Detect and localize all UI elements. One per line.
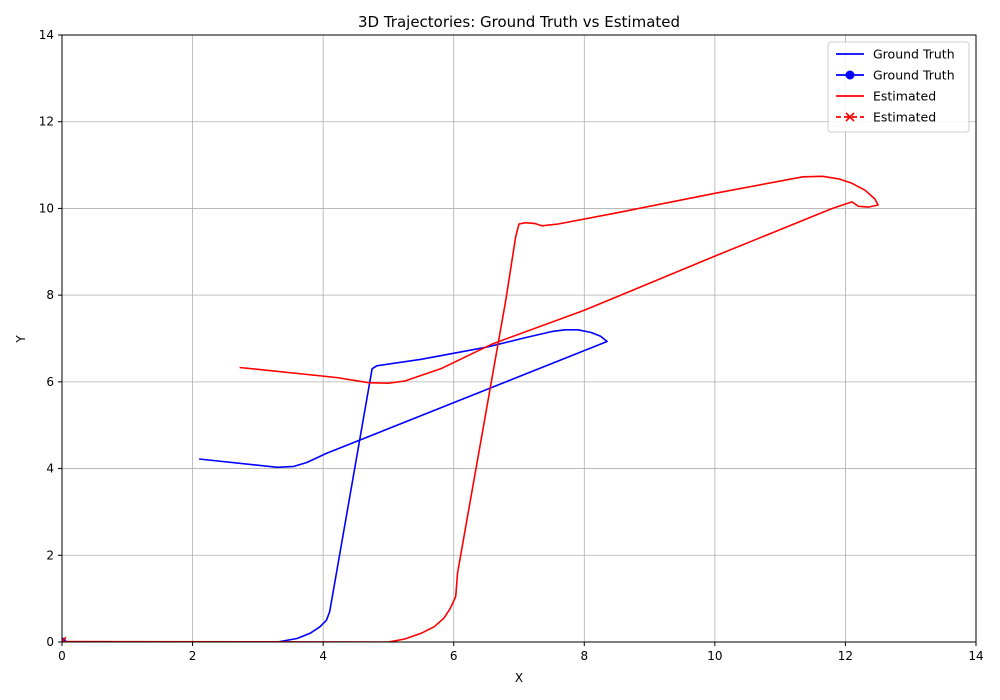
legend-label: Ground Truth — [873, 47, 955, 62]
legend: Ground Truth Ground Truth Estimated Estimat… — [827, 41, 970, 133]
legend-marker — [845, 70, 855, 80]
x-axis-label: X — [515, 671, 523, 685]
ticks: 0 2 4 6 8 10 12 14 0 2 4 6 8 10 12 14 — [39, 28, 984, 663]
x-tick-label: 12 — [838, 649, 853, 663]
y-tick-label: 8 — [46, 288, 54, 302]
legend-item: Ground Truth — [836, 47, 955, 62]
y-axis-label: Y — [14, 335, 28, 344]
grid — [61, 34, 977, 643]
legend-label: Estimated — [873, 110, 936, 125]
legend-box — [827, 41, 970, 133]
legend-marker — [845, 112, 855, 122]
x-tick-label: 6 — [450, 649, 458, 663]
plot-frame — [61, 34, 977, 643]
x-tick-label: 10 — [707, 649, 722, 663]
ground-truth-series-line-0 — [62, 329, 608, 642]
legend-label: Estimated — [873, 89, 936, 104]
legend-label: Ground Truth — [873, 68, 955, 83]
y-tick-label: 0 — [46, 635, 54, 649]
x-tick-label: 0 — [58, 649, 66, 663]
chart-title: 3D Trajectories: Ground Truth vs Estimat… — [358, 13, 680, 31]
y-tick-label: 10 — [39, 201, 54, 215]
y-tick-label: 14 — [39, 28, 54, 42]
y-tick-label: 4 — [46, 462, 54, 476]
y-tick-label: 12 — [39, 115, 54, 129]
estimated-series-line-2 — [62, 175, 879, 642]
y-tick-label: 6 — [46, 375, 54, 389]
y-tick-label: 2 — [46, 548, 54, 562]
x-tick-label: 8 — [580, 649, 588, 663]
series-layer — [62, 175, 879, 642]
x-tick-label: 14 — [968, 649, 983, 663]
legend-item: Estimated — [836, 89, 936, 104]
estimated-point — [62, 636, 67, 642]
x-tick-label: 4 — [319, 649, 327, 663]
legend-item: Ground Truth — [836, 68, 955, 83]
legend-item: Estimated — [836, 110, 936, 125]
x-tick-label: 2 — [189, 649, 197, 663]
